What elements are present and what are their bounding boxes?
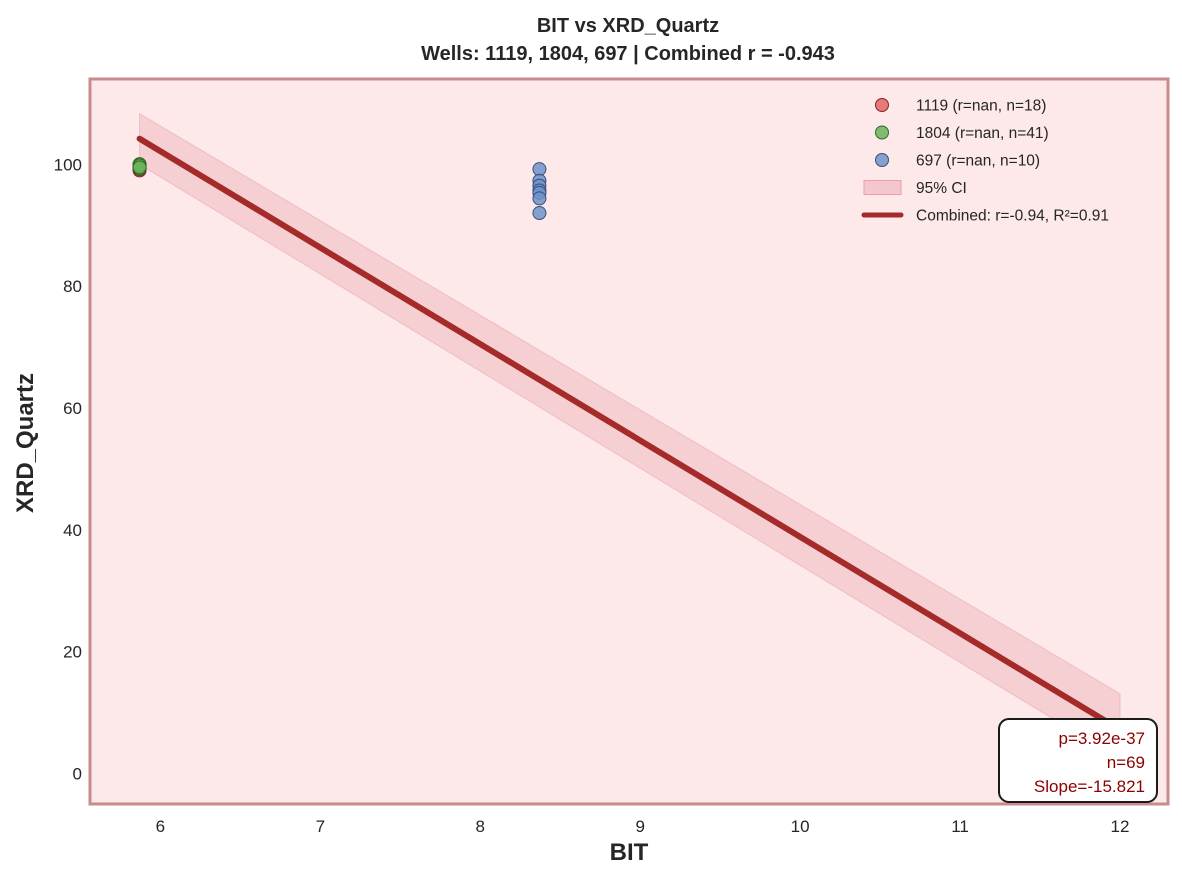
legend-label-ci: 95% CI [916,180,967,197]
legend-label-series-2: 697 (r=nan, n=10) [916,153,1040,170]
data-point-series-2-0 [532,162,547,177]
legend-marker-ci [863,180,902,195]
legend: 1119 (r=nan, n=18) 1804 (r=nan, n=41) 697 … [861,98,1109,225]
chart-subtitle: Wells: 1119, 1804, 697 | Combined r = -0… [421,43,835,65]
legend-label-series-1: 1804 (r=nan, n=41) [916,125,1049,142]
x-tick-label-10: 10 [791,817,810,836]
x-tick-label-8: 8 [476,817,485,836]
stats-line-0: p=3.92e-37 [1059,729,1146,748]
x-axis-label: BIT [610,839,649,866]
legend-marker-series-1 [875,125,889,140]
y-tick-label-60: 60 [63,399,82,418]
y-axis-ticks: 0 20 40 60 80 100 [54,155,82,783]
data-points-layer [132,157,547,221]
stats-box-frame [998,718,1158,803]
plot-area [90,79,1168,804]
legend-label-regression: Combined: r=-0.94, R²=0.91 [916,208,1109,225]
regression-line [136,135,1124,733]
data-point-series-1-4 [132,160,147,175]
y-axis-label: XRD_Quartz [12,373,39,513]
y-tick-label-20: 20 [63,643,82,662]
y-tick-label-80: 80 [63,277,82,296]
x-tick-label-11: 11 [951,817,969,836]
x-tick-label-12: 12 [1111,817,1130,836]
stats-annotation-box: p=3.92e-37 n=69 Slope=-15.821 [998,718,1158,803]
data-point-series-2-5 [532,191,547,206]
y-tick-label-100: 100 [54,155,82,174]
legend-label-series-0: 1119 (r=nan, n=18) [916,98,1046,115]
data-point-series-2-6 [532,206,547,221]
y-tick-label-0: 0 [73,765,82,784]
x-tick-label-6: 6 [156,817,165,836]
x-axis-ticks: 6 7 8 9 10 11 12 [156,817,1130,836]
plot-frame [88,77,1170,806]
legend-marker-series-2 [875,153,889,167]
legend-marker-series-0 [875,98,889,112]
stats-line-1: n=69 [1107,753,1145,772]
x-tick-label-9: 9 [635,817,644,836]
y-tick-label-40: 40 [63,521,82,540]
regression-line-layer [136,135,1124,733]
chart-title: BIT vs XRD_Quartz [537,15,719,37]
stats-line-2: Slope=-15.821 [1034,777,1145,796]
x-tick-label-7: 7 [316,817,325,836]
